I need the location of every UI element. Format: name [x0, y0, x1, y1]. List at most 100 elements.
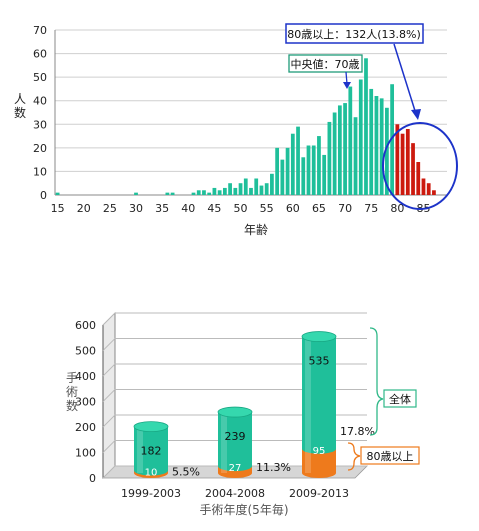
histogram-bar	[416, 162, 421, 195]
over80-value-label: 27	[229, 463, 242, 474]
histogram-y-tick-label: 60	[33, 48, 47, 61]
histogram-bar	[254, 178, 259, 195]
surgery-y-tick-label: 0	[89, 472, 96, 485]
histogram-bar	[337, 105, 342, 195]
histogram-bar	[285, 147, 290, 195]
over80-callout-arrow	[393, 43, 417, 115]
surgery-gridline	[102, 312, 367, 326]
cylinder-highlight	[305, 336, 311, 473]
median-callout-box	[288, 54, 363, 73]
histogram-x-ticks: 15 20 25 30 35 40 45 50 55 60 65 70 75 80 85	[51, 202, 431, 215]
total-legend-box	[383, 389, 417, 408]
total-bracket	[369, 327, 384, 436]
histogram-bar	[432, 190, 436, 195]
surgery-x-ticks: 1999-2003 2004-2008 2009-2013	[121, 487, 349, 500]
histogram-bar	[280, 159, 285, 195]
total-segment	[302, 336, 336, 454]
histogram-y-tick-label: 40	[33, 95, 47, 108]
histogram-y-tick-label: 50	[33, 71, 47, 84]
histogram-bar	[358, 79, 363, 195]
surgery-gridline	[102, 389, 367, 402]
histogram-bar	[301, 157, 306, 195]
histogram-bar	[364, 58, 368, 196]
histogram-bar	[405, 129, 410, 195]
histogram-bar	[212, 187, 217, 195]
histogram-bar	[275, 147, 280, 195]
surgery-count-chart: 0 100 200 300 400 500 600 182 10 5.5% 239 27 11.3% 5…	[66, 312, 420, 517]
histogram-bar	[374, 96, 379, 195]
histogram-y-tick-label: 0	[40, 189, 47, 202]
surgery-y-axis-label: 手術数	[66, 371, 78, 413]
histogram-x-tick-label: 75	[364, 202, 378, 215]
over80-arrowhead	[411, 109, 421, 120]
histogram-bar	[369, 88, 374, 195]
histogram-x-tick-label: 60	[286, 202, 300, 215]
histogram-gridlines	[55, 29, 447, 172]
histogram-bar	[207, 192, 212, 195]
histogram-bar	[191, 192, 196, 195]
histogram-bar	[238, 183, 243, 195]
histogram-bar	[390, 84, 395, 195]
over80-legend-box	[360, 446, 420, 465]
surgery-y-tick-label: 200	[75, 421, 96, 434]
surgery-y-tick-label: 400	[75, 370, 96, 383]
over80-legend-label: 80歳以上	[367, 450, 414, 463]
cylinder-top	[301, 331, 337, 342]
histogram-x-tick-label: 80	[390, 202, 404, 215]
histogram-bar	[228, 183, 232, 195]
histogram-bars	[55, 58, 436, 196]
histogram-bar	[385, 107, 389, 195]
total-value-label: 239	[225, 430, 246, 443]
total-segment	[134, 426, 168, 476]
cylinder-top	[217, 406, 253, 418]
histogram-bar	[400, 133, 405, 195]
over80-value-label: 95	[313, 446, 326, 457]
histogram-bar	[202, 190, 206, 195]
total-segment	[218, 412, 252, 472]
histogram-bar	[233, 187, 238, 195]
total-value-label: 182	[141, 445, 162, 458]
histogram-bar	[243, 178, 248, 195]
histogram-x-tick-label: 40	[181, 202, 195, 215]
histogram-bar	[426, 183, 431, 195]
histogram-bar	[317, 136, 321, 195]
histogram-bar	[353, 117, 358, 195]
histogram-bar	[259, 185, 264, 195]
cylinder-highlight	[137, 426, 143, 473]
cylinder-highlight	[221, 412, 227, 473]
histogram-bar	[343, 103, 347, 195]
histogram-bar	[290, 133, 295, 195]
histogram-y-tick-label: 10	[33, 165, 47, 178]
histogram-y-tick-label: 70	[33, 24, 47, 37]
histogram-x-tick-label: 25	[103, 202, 117, 215]
total-value-label: 535	[309, 355, 330, 368]
surgery-y-tick-label: 600	[75, 319, 96, 332]
over80-callout-label: 80歳以上：132人(13.8%)	[287, 28, 421, 41]
surgery-gridline	[102, 465, 367, 479]
over80-segment	[302, 448, 336, 478]
histogram-x-tick-label: 45	[207, 202, 221, 215]
histogram-bar	[55, 192, 60, 195]
surgery-gridline	[102, 363, 367, 377]
median-callout-label: 中央値：70歳	[291, 58, 360, 71]
histogram-bar	[332, 112, 337, 195]
surgery-y-tick-label: 500	[75, 345, 96, 358]
over80-value-label: 10	[145, 467, 158, 478]
histogram-bar	[348, 86, 353, 195]
surgery-y-tick-label: 100	[75, 447, 96, 460]
histogram-y-axis-label: 人数	[14, 92, 26, 120]
surgery-gridline	[102, 338, 367, 351]
surgery-gridlines	[102, 312, 367, 479]
over80-percent-label: 5.5%	[172, 465, 200, 478]
histogram-y-tick-label: 30	[33, 118, 47, 131]
surgery-cylinders: 182 10 5.5% 239 27 11.3% 535 95 17.8%	[133, 331, 375, 478]
median-arrowhead	[343, 82, 351, 89]
histogram-bar	[306, 145, 311, 195]
surgery-x-tick-label: 2004-2008	[205, 487, 265, 500]
surgery-y-tick-label: 300	[75, 396, 96, 409]
histogram-bar	[165, 192, 170, 195]
histogram-bar	[249, 187, 253, 195]
histogram-x-axis-label: 年齢	[244, 222, 268, 237]
histogram-bar	[421, 178, 426, 195]
histogram-bar	[322, 154, 327, 195]
